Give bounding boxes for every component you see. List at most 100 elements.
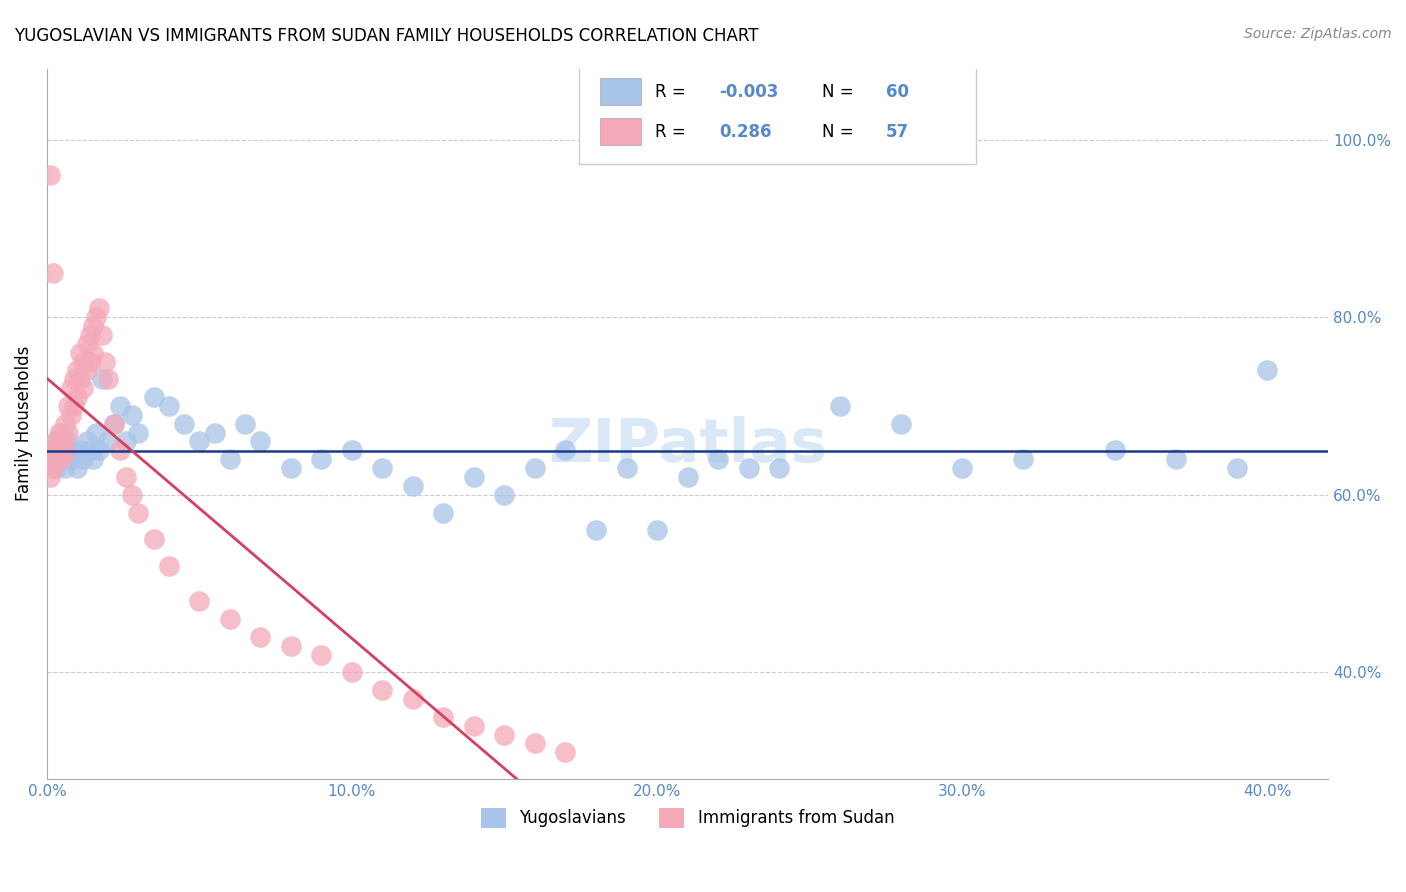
Point [60,408,83,422]
FancyBboxPatch shape [600,78,641,105]
Point [1164,452,1187,467]
Point [127,425,149,440]
Point [63,443,86,458]
Point [204,425,226,440]
Point [84,310,107,325]
Text: N =: N = [823,123,853,141]
Text: R =: R = [655,123,686,141]
Point [432,710,454,724]
Point [39,470,62,484]
Point [108,443,131,458]
Point [127,506,149,520]
Point [51,452,73,467]
Point [45,452,67,467]
Point [524,461,547,475]
Point [616,461,638,475]
Point [676,470,699,484]
Point [76,336,98,351]
Text: YUGOSLAVIAN VS IMMIGRANTS FROM SUDAN FAMILY HOUSEHOLDS CORRELATION CHART: YUGOSLAVIAN VS IMMIGRANTS FROM SUDAN FAM… [14,27,759,45]
Point [494,727,516,741]
Point [48,443,70,458]
Point [58,425,80,440]
Point [311,648,333,662]
Point [890,417,912,431]
Point [103,417,125,431]
Point [45,434,67,449]
Point [1012,452,1035,467]
Point [1226,461,1249,475]
Point [45,434,67,449]
Point [737,461,759,475]
Point [340,443,363,458]
Point [63,399,86,413]
Point [103,417,125,431]
Point [42,443,65,458]
Point [768,461,790,475]
Point [115,434,138,449]
Text: R =: R = [655,83,686,101]
Point [82,345,104,359]
Point [66,461,89,475]
Point [60,452,83,467]
FancyBboxPatch shape [579,65,976,164]
Point [219,452,242,467]
Point [97,434,120,449]
FancyBboxPatch shape [600,119,641,145]
Point [311,452,333,467]
Point [494,488,516,502]
Point [524,736,547,750]
Point [48,443,70,458]
Point [233,417,256,431]
Point [76,434,98,449]
Text: N =: N = [823,83,853,101]
Point [219,612,242,626]
Point [142,532,165,546]
Point [58,434,80,449]
Point [108,399,131,413]
Point [97,372,120,386]
Point [66,390,89,404]
Point [69,372,91,386]
Point [66,363,89,377]
Point [79,354,101,368]
Point [39,452,62,467]
Point [51,452,73,467]
Point [121,408,143,422]
Point [42,443,65,458]
Point [39,452,62,467]
Point [51,434,73,449]
Text: -0.003: -0.003 [720,83,779,101]
Point [90,372,112,386]
Point [53,417,76,431]
Point [188,434,211,449]
Point [79,443,101,458]
Point [828,399,851,413]
Point [280,639,302,653]
Point [72,381,94,395]
Point [249,434,271,449]
Text: 0.286: 0.286 [720,123,772,141]
Point [76,363,98,377]
Point [1104,443,1126,458]
Point [63,372,86,386]
Text: ZIPatlas: ZIPatlas [548,416,827,475]
Point [42,461,65,475]
Point [402,479,425,493]
Point [554,745,576,759]
Point [707,452,730,467]
Point [79,327,101,342]
Point [82,319,104,334]
Point [432,506,454,520]
Legend: Yugoslavians, Immigrants from Sudan: Yugoslavians, Immigrants from Sudan [474,801,901,835]
Point [82,452,104,467]
Point [39,168,62,182]
Point [48,425,70,440]
Point [94,354,117,368]
Point [463,470,485,484]
Point [142,390,165,404]
Point [72,354,94,368]
Point [950,461,973,475]
Point [188,594,211,608]
Point [249,630,271,644]
Point [157,558,180,573]
